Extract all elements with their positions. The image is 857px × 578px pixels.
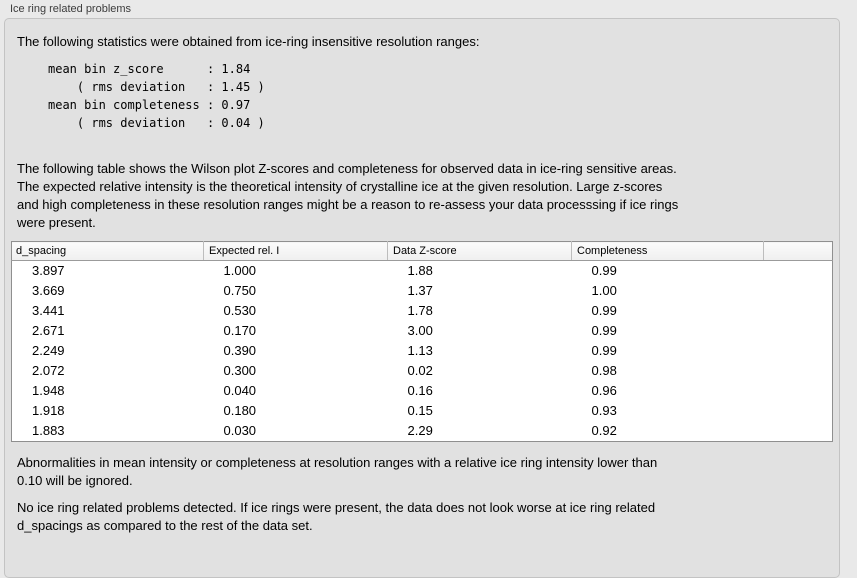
table-cell: [764, 401, 833, 421]
ice-ring-table-body: 3.897 1.000 1.88 0.99 3.669 0.750 1.37 1.00 3.44…: [12, 261, 833, 442]
table-cell: 0.99: [591, 263, 617, 278]
table-cell: 0.530: [223, 303, 257, 318]
table-cell: 3.441: [32, 303, 65, 318]
table-cell: 2.29: [407, 423, 433, 438]
column-header-empty: [763, 241, 833, 261]
table-cell: [764, 361, 833, 381]
table-intro-line: were present.: [17, 215, 96, 230]
table-cell: 1.13: [407, 343, 433, 358]
table-cell: 3.00: [407, 323, 433, 338]
table-cell: [764, 421, 833, 442]
table-row[interactable]: 2.249 0.390 1.13 0.99: [12, 341, 833, 361]
table-cell: 3.669: [32, 283, 65, 298]
table-cell: 0.040: [223, 383, 257, 398]
table-cell: 1.37: [407, 283, 433, 298]
table-intro-line: and high completeness in these resolutio…: [17, 197, 679, 212]
table-cell: 0.170: [223, 323, 257, 338]
table-cell: 2.249: [32, 343, 65, 358]
table-cell: [764, 301, 833, 321]
stats-line-completeness-rms: ( rms deviation : 0.04 ): [48, 116, 265, 130]
table-cell: 0.93: [591, 403, 617, 418]
conclusion-note: No ice ring related problems detected. I…: [17, 499, 827, 535]
table-cell: 1.948: [32, 383, 65, 398]
table-cell: [764, 341, 833, 361]
table-cell: [764, 381, 833, 401]
table-cell: 1.88: [407, 263, 433, 278]
table-cell: 3.897: [32, 263, 65, 278]
table-cell: [764, 281, 833, 301]
stats-line-mean-completeness: mean bin completeness : 0.97: [48, 98, 251, 112]
conclusion-line: No ice ring related problems detected. I…: [17, 500, 656, 515]
table-cell: 0.300: [223, 363, 257, 378]
column-header-data-z-score[interactable]: Data Z-score: [387, 241, 572, 261]
column-header-completeness[interactable]: Completeness: [571, 241, 764, 261]
table-cell: 1.883: [32, 423, 65, 438]
table-intro-text: The following table shows the Wilson plo…: [17, 160, 827, 232]
table-cell: 0.15: [407, 403, 433, 418]
column-header-expected-rel-i[interactable]: Expected rel. I: [203, 241, 388, 261]
table-cell: 0.96: [591, 383, 617, 398]
table-cell: 1.000: [223, 263, 257, 278]
table-cell: 0.99: [591, 343, 617, 358]
ice-ring-groupbox: The following statistics were obtained f…: [4, 18, 840, 578]
ice-ring-table[interactable]: d_spacing Expected rel. I Data Z-score C…: [11, 241, 833, 442]
table-cell: 0.99: [591, 303, 617, 318]
stats-line-z-score-rms: ( rms deviation : 1.45 ): [48, 80, 265, 94]
table-cell: [764, 261, 833, 282]
table-cell: 0.16: [407, 383, 433, 398]
table-cell: [764, 321, 833, 341]
table-intro-line: The following table shows the Wilson plo…: [17, 161, 677, 176]
table-row[interactable]: 3.669 0.750 1.37 1.00: [12, 281, 833, 301]
ignore-threshold-note: Abnormalities in mean intensity or compl…: [17, 454, 827, 490]
table-cell: 0.92: [591, 423, 617, 438]
table-row[interactable]: 3.441 0.530 1.78 0.99: [12, 301, 833, 321]
table-intro-line: The expected relative intensity is the t…: [17, 179, 663, 194]
stats-block: mean bin z_score : 1.84 ( rms deviation …: [48, 60, 827, 132]
table-row[interactable]: 2.671 0.170 3.00 0.99: [12, 321, 833, 341]
column-header-d-spacing[interactable]: d_spacing: [11, 241, 204, 261]
stats-intro-text: The following statistics were obtained f…: [17, 33, 827, 51]
ignore-threshold-line: Abnormalities in mean intensity or compl…: [17, 455, 658, 470]
table-cell: 0.750: [223, 283, 257, 298]
table-row[interactable]: 1.883 0.030 2.29 0.92: [12, 421, 833, 442]
table-cell: 2.671: [32, 323, 65, 338]
table-cell: 0.390: [223, 343, 257, 358]
panel-title: Ice ring related problems: [10, 3, 132, 15]
stats-line-mean-z-score: mean bin z_score : 1.84: [48, 62, 251, 76]
table-cell: 1.00: [591, 283, 617, 298]
table-cell: 0.180: [223, 403, 257, 418]
table-cell: 1.918: [32, 403, 65, 418]
table-header-row: d_spacing Expected rel. I Data Z-score C…: [11, 241, 833, 261]
table-row[interactable]: 1.918 0.180 0.15 0.93: [12, 401, 833, 421]
ignore-threshold-line: 0.10 will be ignored.: [17, 473, 133, 488]
table-row[interactable]: 3.897 1.000 1.88 0.99: [12, 261, 833, 282]
table-cell: 2.072: [32, 363, 65, 378]
table-cell: 0.030: [223, 423, 257, 438]
conclusion-line: d_spacings as compared to the rest of th…: [17, 518, 313, 533]
stats-intro-line: The following statistics were obtained f…: [17, 34, 480, 49]
table-cell: 0.02: [407, 363, 433, 378]
table-cell: 1.78: [407, 303, 433, 318]
table-cell: 0.99: [591, 323, 617, 338]
table-cell: 0.98: [591, 363, 617, 378]
table-row[interactable]: 1.948 0.040 0.16 0.96: [12, 381, 833, 401]
table-row[interactable]: 2.072 0.300 0.02 0.98: [12, 361, 833, 381]
